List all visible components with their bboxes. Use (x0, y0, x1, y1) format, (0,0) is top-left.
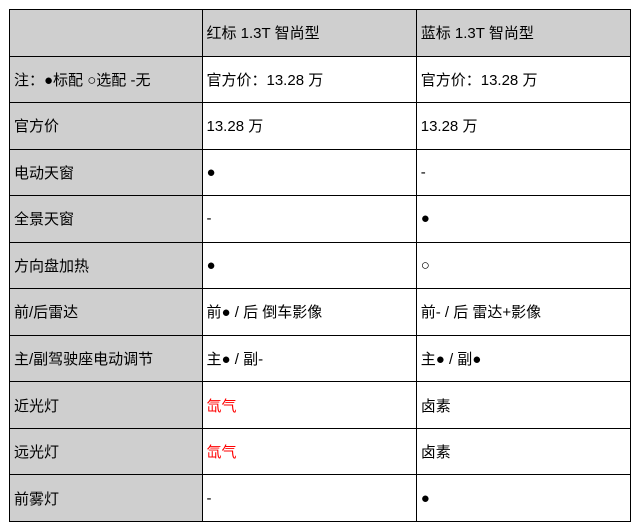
row-col1: - (202, 475, 416, 522)
row-label: 前雾灯 (10, 475, 203, 522)
row-col1: ● (202, 149, 416, 196)
header-row: 红标 1.3T 智尚型 蓝标 1.3T 智尚型 (10, 10, 631, 57)
row-col2: 卤素 (416, 428, 630, 475)
row-col2: 卤素 (416, 382, 630, 429)
row-col1: 前● / 后 倒车影像 (202, 289, 416, 336)
header-col1: 红标 1.3T 智尚型 (202, 10, 416, 57)
comparison-table-container: 红标 1.3T 智尚型 蓝标 1.3T 智尚型 注：●标配 ○选配 -无 官方价… (0, 0, 640, 531)
table-row: 近光灯 氙气 卤素 (10, 382, 631, 429)
legend-col2: 官方价：13.28 万 (416, 56, 630, 103)
row-label: 前/后雷达 (10, 289, 203, 336)
row-label: 方向盘加热 (10, 242, 203, 289)
table-row: 主/副驾驶座电动调节 主● / 副- 主● / 副● (10, 335, 631, 382)
header-col2: 蓝标 1.3T 智尚型 (416, 10, 630, 57)
table-row: 全景天窗 - ● (10, 196, 631, 243)
row-col2: ● (416, 196, 630, 243)
row-col2: ● (416, 475, 630, 522)
table-body: 红标 1.3T 智尚型 蓝标 1.3T 智尚型 注：●标配 ○选配 -无 官方价… (10, 10, 631, 522)
table-row: 电动天窗 ● - (10, 149, 631, 196)
table-row: 官方价 13.28 万 13.28 万 (10, 103, 631, 150)
row-col2: 13.28 万 (416, 103, 630, 150)
table-row: 前/后雷达 前● / 后 倒车影像 前- / 后 雷达+影像 (10, 289, 631, 336)
row-label: 远光灯 (10, 428, 203, 475)
row-col1: 氙气 (202, 428, 416, 475)
row-col1: - (202, 196, 416, 243)
row-label: 电动天窗 (10, 149, 203, 196)
row-col2: 主● / 副● (416, 335, 630, 382)
legend-label: 注：●标配 ○选配 -无 (10, 56, 203, 103)
table-row: 方向盘加热 ● ○ (10, 242, 631, 289)
row-col1: 主● / 副- (202, 335, 416, 382)
row-col1: ● (202, 242, 416, 289)
row-col1: 13.28 万 (202, 103, 416, 150)
legend-row: 注：●标配 ○选配 -无 官方价：13.28 万 官方价：13.28 万 (10, 56, 631, 103)
row-label: 近光灯 (10, 382, 203, 429)
row-label: 全景天窗 (10, 196, 203, 243)
row-col2: 前- / 后 雷达+影像 (416, 289, 630, 336)
comparison-table: 红标 1.3T 智尚型 蓝标 1.3T 智尚型 注：●标配 ○选配 -无 官方价… (9, 9, 631, 522)
header-blank (10, 10, 203, 57)
row-col2: ○ (416, 242, 630, 289)
row-label: 主/副驾驶座电动调节 (10, 335, 203, 382)
table-row: 前雾灯 - ● (10, 475, 631, 522)
legend-col1: 官方价：13.28 万 (202, 56, 416, 103)
table-row: 远光灯 氙气 卤素 (10, 428, 631, 475)
row-label: 官方价 (10, 103, 203, 150)
row-col2: - (416, 149, 630, 196)
row-col1: 氙气 (202, 382, 416, 429)
